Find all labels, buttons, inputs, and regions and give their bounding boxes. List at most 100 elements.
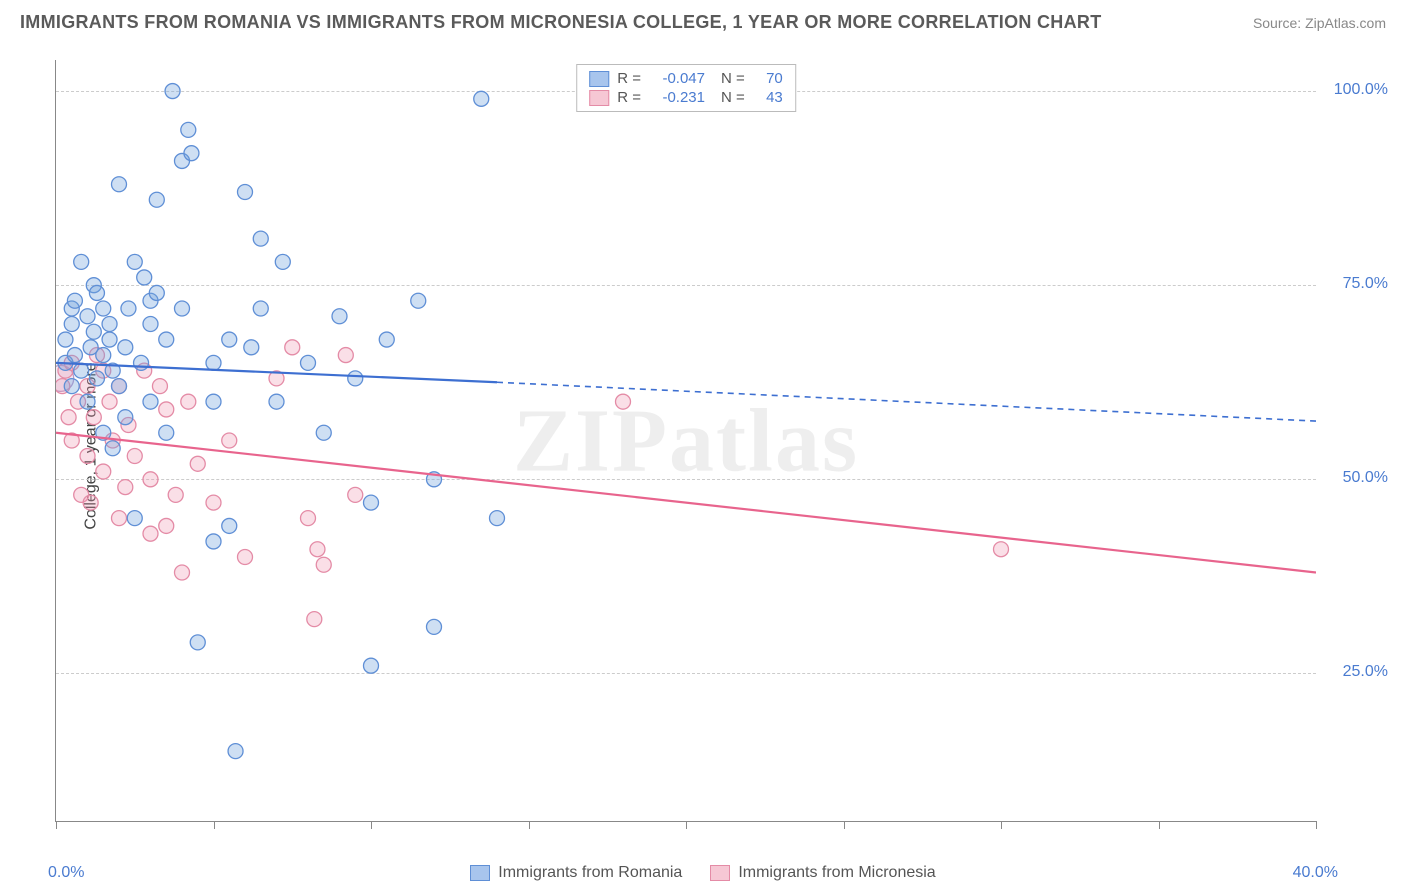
data-point bbox=[74, 254, 89, 269]
stat-r-value: -0.047 bbox=[649, 70, 705, 87]
chart-plot-area: ZIPatlas R =-0.047N =70R =-0.231N =43 25… bbox=[55, 60, 1316, 822]
x-axis-max-label: 40.0% bbox=[1293, 864, 1338, 882]
data-point bbox=[316, 557, 331, 572]
data-point bbox=[118, 480, 133, 495]
data-point bbox=[238, 185, 253, 200]
data-point bbox=[332, 309, 347, 324]
data-point bbox=[80, 394, 95, 409]
data-point bbox=[127, 449, 142, 464]
legend-label: Immigrants from Micronesia bbox=[738, 864, 935, 882]
data-point bbox=[89, 285, 104, 300]
data-point bbox=[67, 348, 82, 363]
x-tick bbox=[686, 821, 687, 829]
data-point bbox=[206, 355, 221, 370]
data-point bbox=[269, 394, 284, 409]
data-point bbox=[253, 231, 268, 246]
legend-swatch bbox=[470, 865, 490, 881]
stat-label: R = bbox=[617, 70, 641, 87]
legend-swatch bbox=[589, 90, 609, 106]
data-point bbox=[616, 394, 631, 409]
data-point bbox=[364, 495, 379, 510]
data-point bbox=[127, 254, 142, 269]
data-point bbox=[102, 394, 117, 409]
data-point bbox=[89, 371, 104, 386]
data-point bbox=[96, 348, 111, 363]
scatter-plot-svg bbox=[56, 60, 1316, 821]
x-tick bbox=[371, 821, 372, 829]
data-point bbox=[112, 379, 127, 394]
data-point bbox=[275, 254, 290, 269]
data-point bbox=[112, 177, 127, 192]
data-point bbox=[190, 635, 205, 650]
stat-n-value: 43 bbox=[753, 89, 783, 106]
data-point bbox=[474, 91, 489, 106]
x-tick bbox=[1001, 821, 1002, 829]
data-point bbox=[181, 122, 196, 137]
data-point bbox=[175, 301, 190, 316]
y-tick-label: 100.0% bbox=[1334, 81, 1388, 99]
data-point bbox=[86, 410, 101, 425]
stat-r-value: -0.231 bbox=[649, 89, 705, 106]
data-point bbox=[86, 324, 101, 339]
data-point bbox=[83, 495, 98, 510]
y-tick-label: 25.0% bbox=[1343, 663, 1388, 681]
data-point bbox=[165, 84, 180, 99]
data-point bbox=[102, 332, 117, 347]
data-point bbox=[253, 301, 268, 316]
data-point bbox=[244, 340, 259, 355]
x-tick bbox=[56, 821, 57, 829]
legend-swatch bbox=[710, 865, 730, 881]
data-point bbox=[143, 394, 158, 409]
data-point bbox=[96, 301, 111, 316]
data-point bbox=[206, 534, 221, 549]
data-point bbox=[118, 340, 133, 355]
data-point bbox=[238, 549, 253, 564]
stat-label: N = bbox=[721, 89, 745, 106]
data-point bbox=[74, 363, 89, 378]
stats-legend: R =-0.047N =70R =-0.231N =43 bbox=[576, 64, 796, 112]
data-point bbox=[149, 285, 164, 300]
data-point bbox=[105, 441, 120, 456]
data-point bbox=[61, 410, 76, 425]
data-point bbox=[222, 433, 237, 448]
chart-title: IMMIGRANTS FROM ROMANIA VS IMMIGRANTS FR… bbox=[20, 12, 1102, 33]
x-tick bbox=[1316, 821, 1317, 829]
x-tick bbox=[844, 821, 845, 829]
data-point bbox=[58, 332, 73, 347]
x-axis-min-label: 0.0% bbox=[48, 864, 84, 882]
data-point bbox=[134, 355, 149, 370]
data-point bbox=[64, 379, 79, 394]
stats-row: R =-0.047N =70 bbox=[589, 69, 783, 88]
data-point bbox=[184, 146, 199, 161]
series-legend: Immigrants from RomaniaImmigrants from M… bbox=[0, 864, 1406, 882]
stat-label: N = bbox=[721, 70, 745, 87]
data-point bbox=[316, 425, 331, 440]
data-point bbox=[67, 293, 82, 308]
data-point bbox=[96, 464, 111, 479]
data-point bbox=[143, 526, 158, 541]
data-point bbox=[490, 511, 505, 526]
data-point bbox=[168, 487, 183, 502]
data-point bbox=[338, 348, 353, 363]
data-point bbox=[80, 449, 95, 464]
data-point bbox=[143, 317, 158, 332]
legend-item: Immigrants from Micronesia bbox=[710, 864, 935, 882]
data-point bbox=[64, 317, 79, 332]
data-point bbox=[310, 542, 325, 557]
data-point bbox=[159, 402, 174, 417]
x-tick bbox=[529, 821, 530, 829]
data-point bbox=[222, 518, 237, 533]
data-point bbox=[112, 511, 127, 526]
data-point bbox=[127, 511, 142, 526]
x-tick bbox=[214, 821, 215, 829]
x-tick bbox=[1159, 821, 1160, 829]
data-point bbox=[411, 293, 426, 308]
data-point bbox=[102, 317, 117, 332]
data-point bbox=[364, 658, 379, 673]
data-point bbox=[118, 410, 133, 425]
data-point bbox=[994, 542, 1009, 557]
data-point bbox=[427, 619, 442, 634]
data-point bbox=[228, 744, 243, 759]
data-point bbox=[348, 487, 363, 502]
data-point bbox=[143, 472, 158, 487]
